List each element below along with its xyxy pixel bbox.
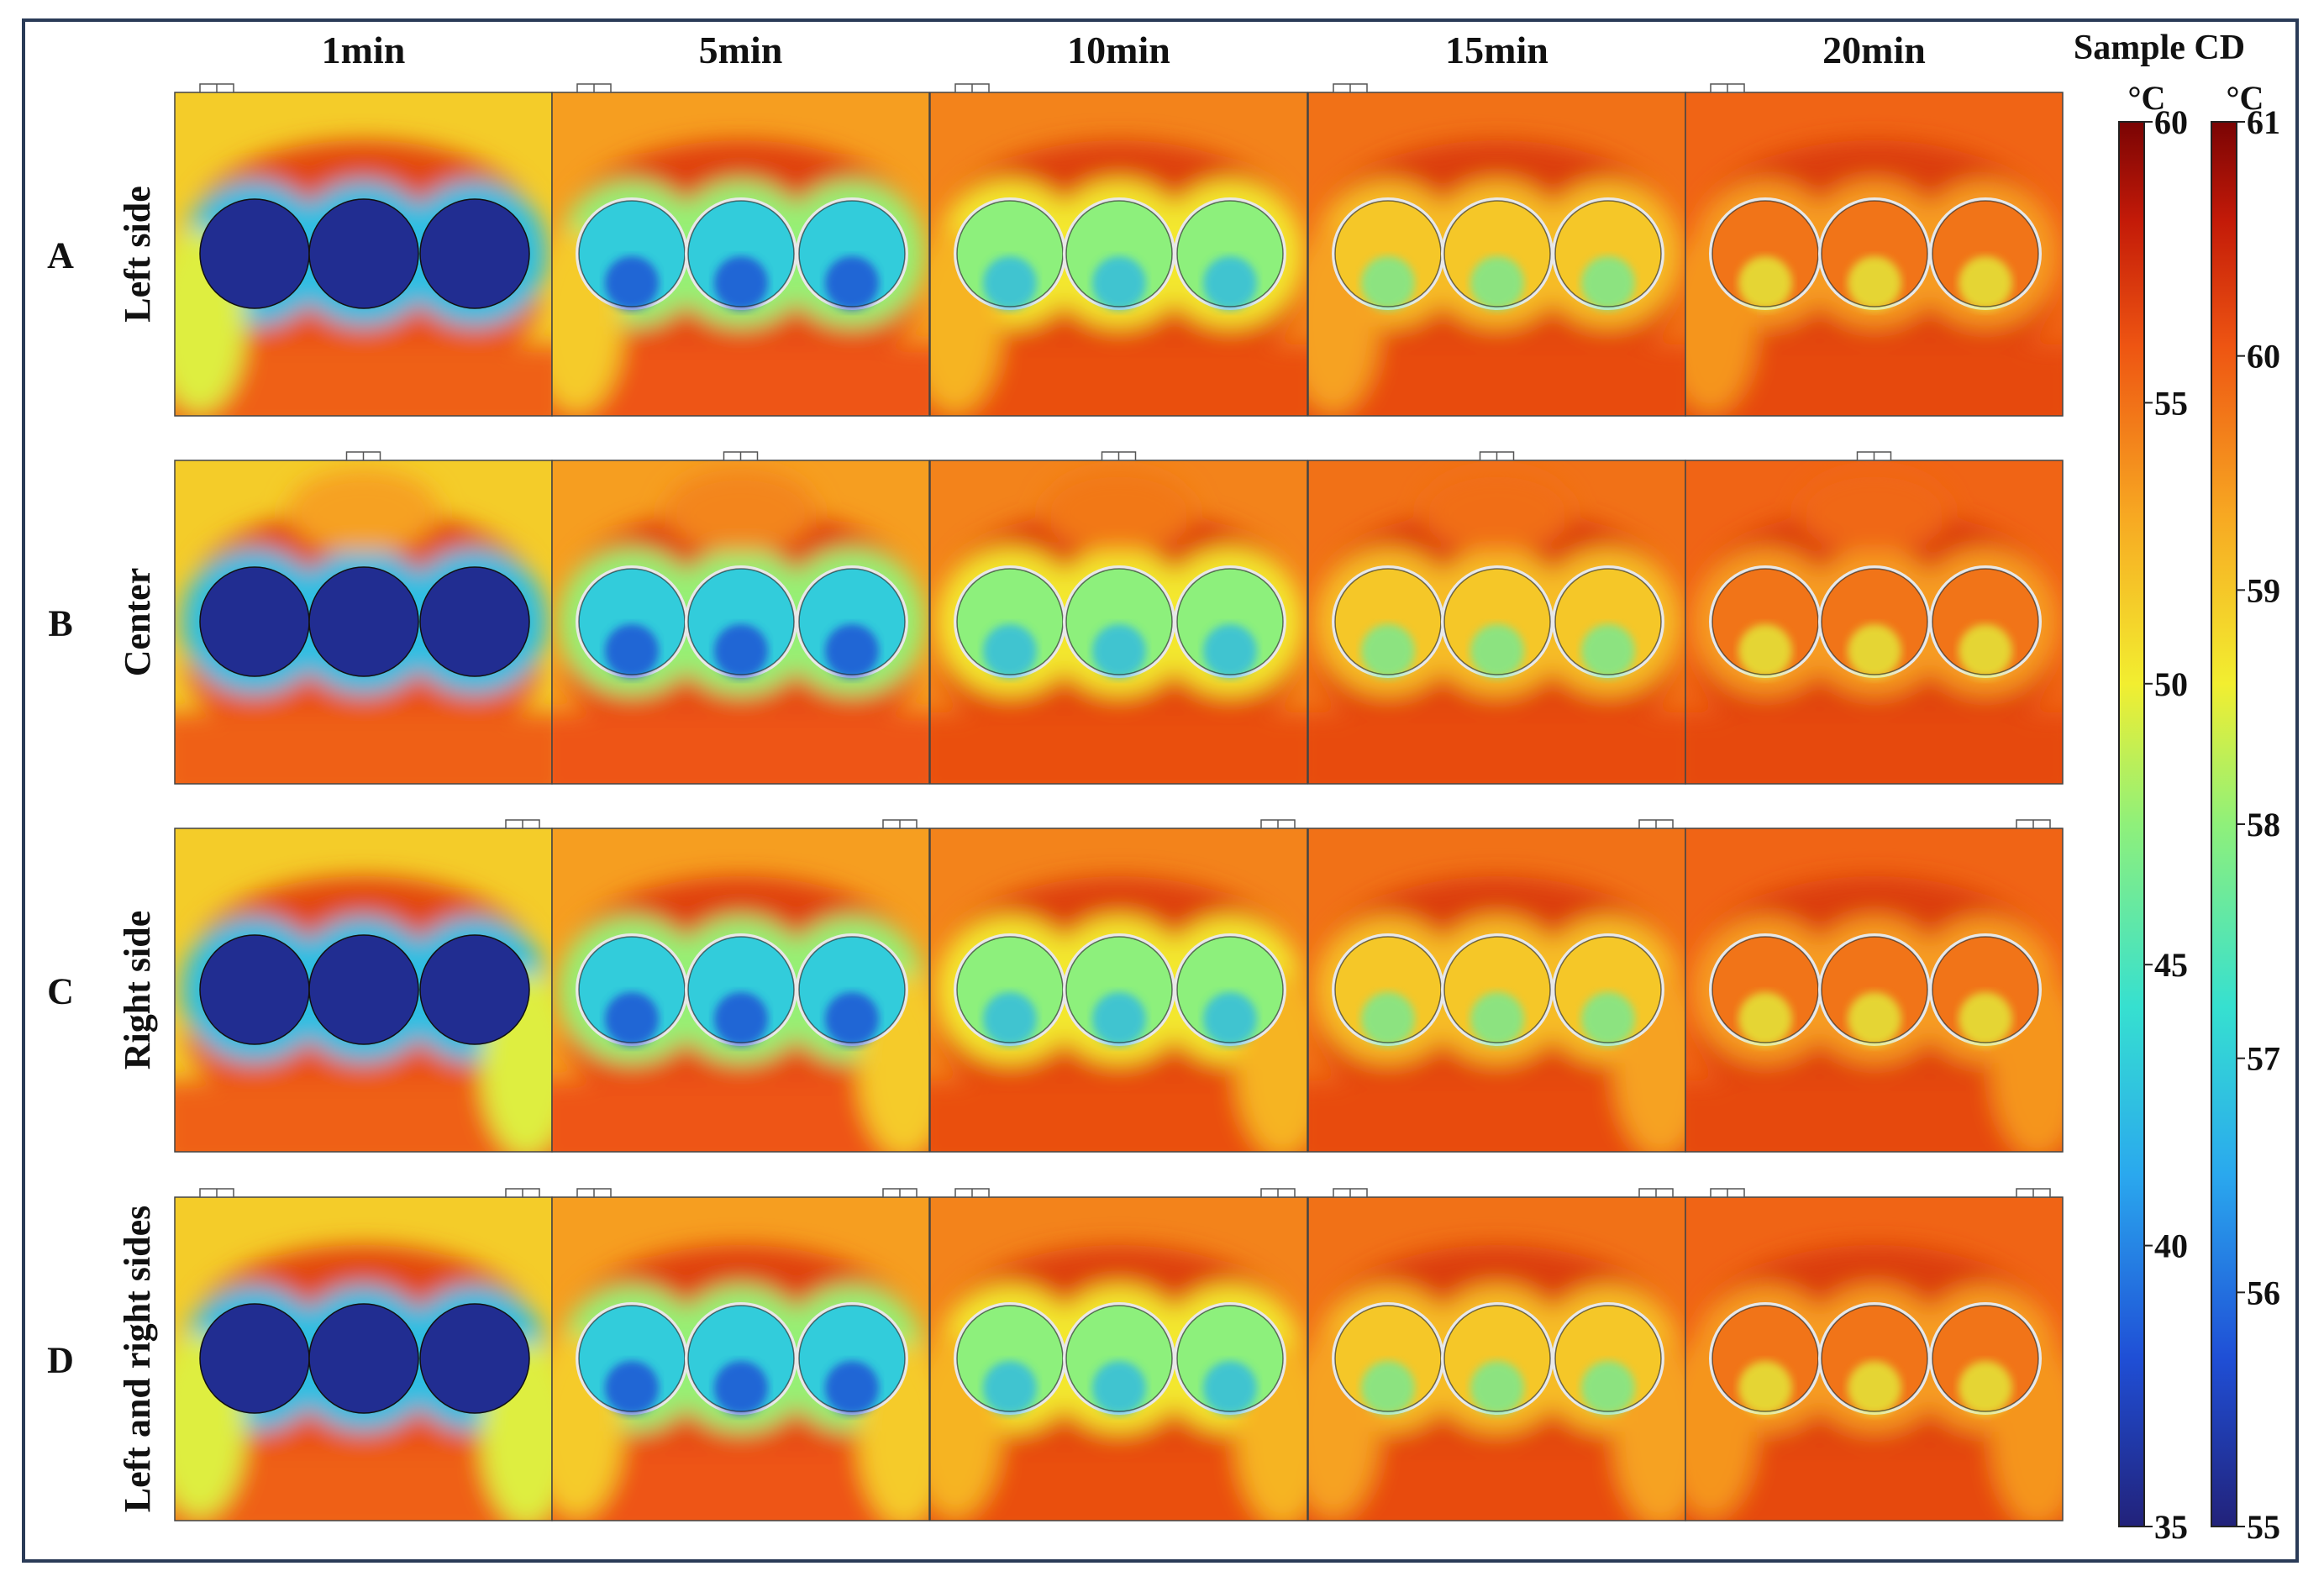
- colorbar-sample-tick: 57: [2247, 1040, 2280, 1078]
- colorbar-header: Sample CD: [2074, 29, 2245, 67]
- colorbar-sample-tick: 60: [2247, 338, 2280, 376]
- colorbar-sample-tick: 61: [2247, 103, 2280, 141]
- colorbar-sample-tick: 55: [2247, 1508, 2280, 1546]
- colorbar-sample: °C 61 60 59 58 57 56 55: [2211, 79, 2280, 1546]
- sample-cylinder: [419, 1303, 530, 1414]
- colorbar-air-unit: °C: [2128, 79, 2166, 117]
- panel-b-5: [1685, 451, 2064, 785]
- sample-cylinder: [419, 934, 530, 1045]
- panel-d-5: [1685, 1188, 2064, 1521]
- column-header-5: 20min: [1822, 29, 1926, 71]
- colorbar-sample-tick: 58: [2247, 806, 2280, 843]
- colorbar-air-gradient: [2118, 121, 2145, 1527]
- panel-a-2: [551, 83, 930, 417]
- row-letter-b: B: [48, 603, 72, 644]
- colorbar-sample-tick: 56: [2247, 1274, 2280, 1311]
- panel-c-5: [1685, 819, 2064, 1153]
- column-header-4: 15min: [1445, 29, 1548, 71]
- colorbar-air-tick: 50: [2154, 665, 2188, 703]
- row-label-c: Right side: [117, 911, 158, 1069]
- panel-d-4: [1307, 1188, 1686, 1521]
- row-label-b: Center: [117, 568, 158, 677]
- sample-cylinder: [419, 198, 530, 309]
- panel-c-4: [1307, 819, 1686, 1153]
- row-label-a: Left side: [117, 186, 158, 323]
- colorbar-sample-unit: °C: [2227, 79, 2264, 117]
- panel-d-3: [929, 1188, 1308, 1521]
- panel-a-1: [174, 83, 553, 417]
- colorbar-air-tick: 40: [2154, 1227, 2188, 1265]
- panel-d-1: [174, 1188, 553, 1521]
- row-letter-a: A: [47, 235, 74, 276]
- panel-a-5: [1685, 83, 2064, 417]
- figure-frame: [22, 18, 2299, 1563]
- panel-a-4: [1307, 83, 1686, 417]
- sample-cylinder: [199, 1303, 310, 1414]
- panel-a-3: [929, 83, 1308, 417]
- sample-cylinder: [199, 934, 310, 1045]
- sample-cylinder: [308, 198, 419, 309]
- colorbar-air: °C 60 55 50 45 40 35: [2118, 79, 2188, 1546]
- colorbar-sample-gradient: [2211, 121, 2237, 1527]
- sample-cylinder: [308, 934, 419, 1045]
- panel-c-2: [551, 819, 930, 1153]
- column-header-2: 5min: [699, 29, 783, 71]
- panel-b-3: [929, 451, 1308, 785]
- row-letter-c: C: [47, 971, 74, 1012]
- colorbar-air-tick: 35: [2154, 1508, 2188, 1546]
- sample-cylinder: [308, 1303, 419, 1414]
- colorbar-air-tick: 55: [2154, 384, 2188, 422]
- sample-cylinder: [199, 566, 310, 677]
- row-letter-d: D: [47, 1340, 74, 1381]
- panel-b-2: [551, 451, 930, 785]
- panel-b-4: [1307, 451, 1686, 785]
- colorbar-air-tick: 45: [2154, 946, 2188, 984]
- column-header-3: 10min: [1067, 29, 1170, 71]
- column-header-1: 1min: [322, 29, 406, 71]
- row-label-d: Left and right sides: [117, 1206, 158, 1512]
- sample-cylinder: [419, 566, 530, 677]
- sample-cylinder: [199, 198, 310, 309]
- sample-cylinder: [308, 566, 419, 677]
- panel-d-2: [551, 1188, 930, 1521]
- panel-b-1: [174, 451, 553, 785]
- colorbar-sample-tick: 59: [2247, 571, 2280, 609]
- panel-c-1: [174, 819, 553, 1153]
- panel-c-3: [929, 819, 1308, 1153]
- colorbar-air-tick: 60: [2154, 103, 2188, 141]
